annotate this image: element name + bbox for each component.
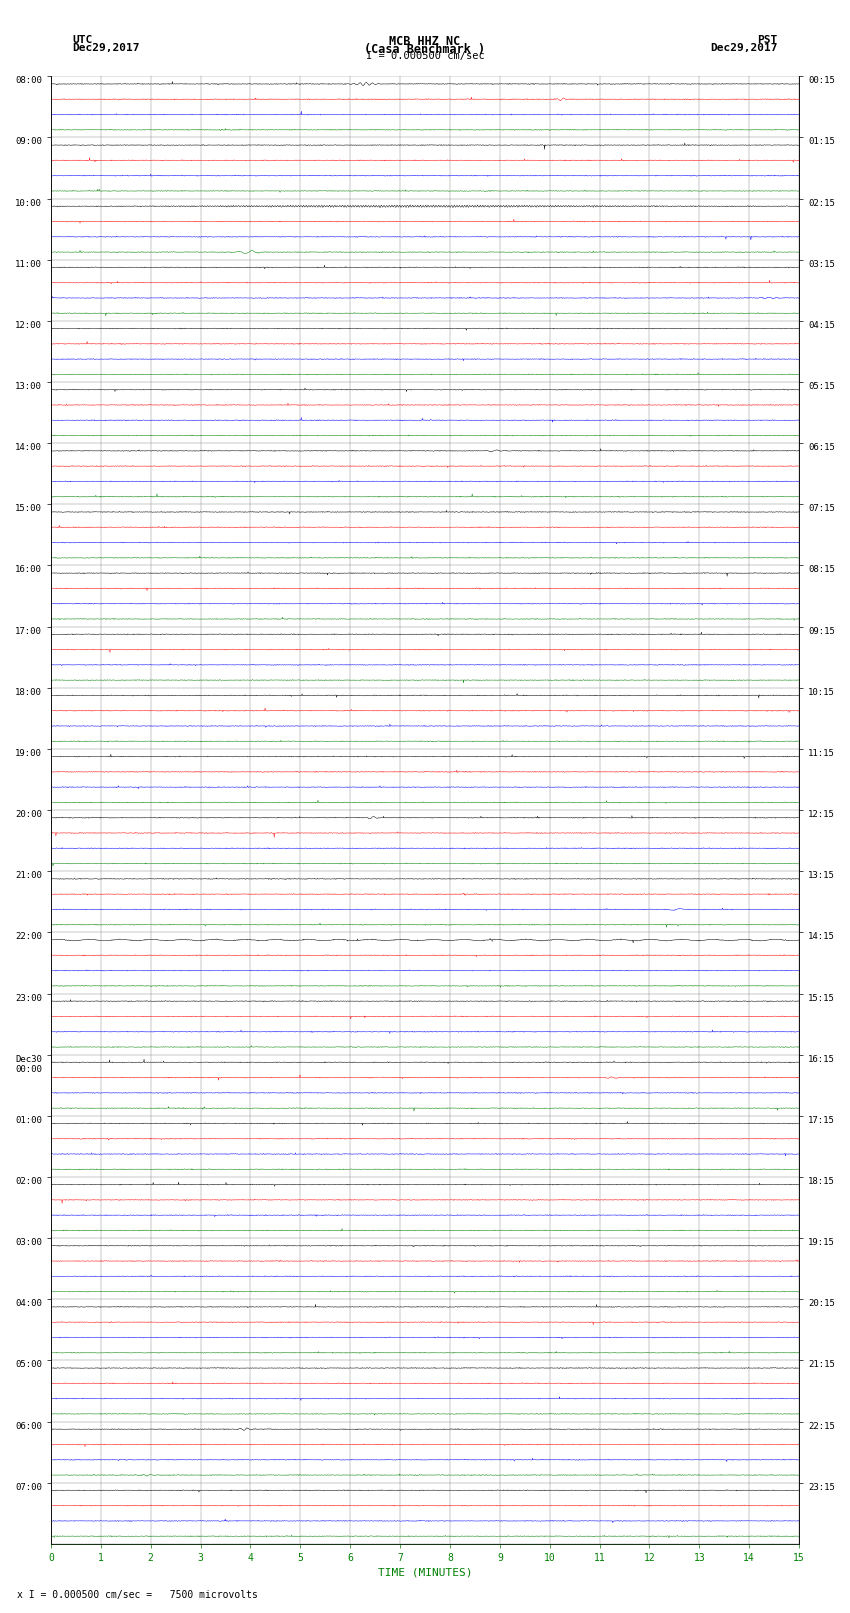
Text: I = 0.000500 cm/sec: I = 0.000500 cm/sec — [366, 50, 484, 61]
Text: UTC: UTC — [72, 35, 93, 45]
X-axis label: TIME (MINUTES): TIME (MINUTES) — [377, 1568, 473, 1578]
Text: x I = 0.000500 cm/sec =   7500 microvolts: x I = 0.000500 cm/sec = 7500 microvolts — [17, 1590, 258, 1600]
Text: Dec29,2017: Dec29,2017 — [72, 44, 139, 53]
Text: MCB HHZ NC: MCB HHZ NC — [389, 35, 461, 48]
Text: (Casa Benchmark ): (Casa Benchmark ) — [365, 44, 485, 56]
Text: PST: PST — [757, 35, 778, 45]
Text: Dec29,2017: Dec29,2017 — [711, 44, 778, 53]
